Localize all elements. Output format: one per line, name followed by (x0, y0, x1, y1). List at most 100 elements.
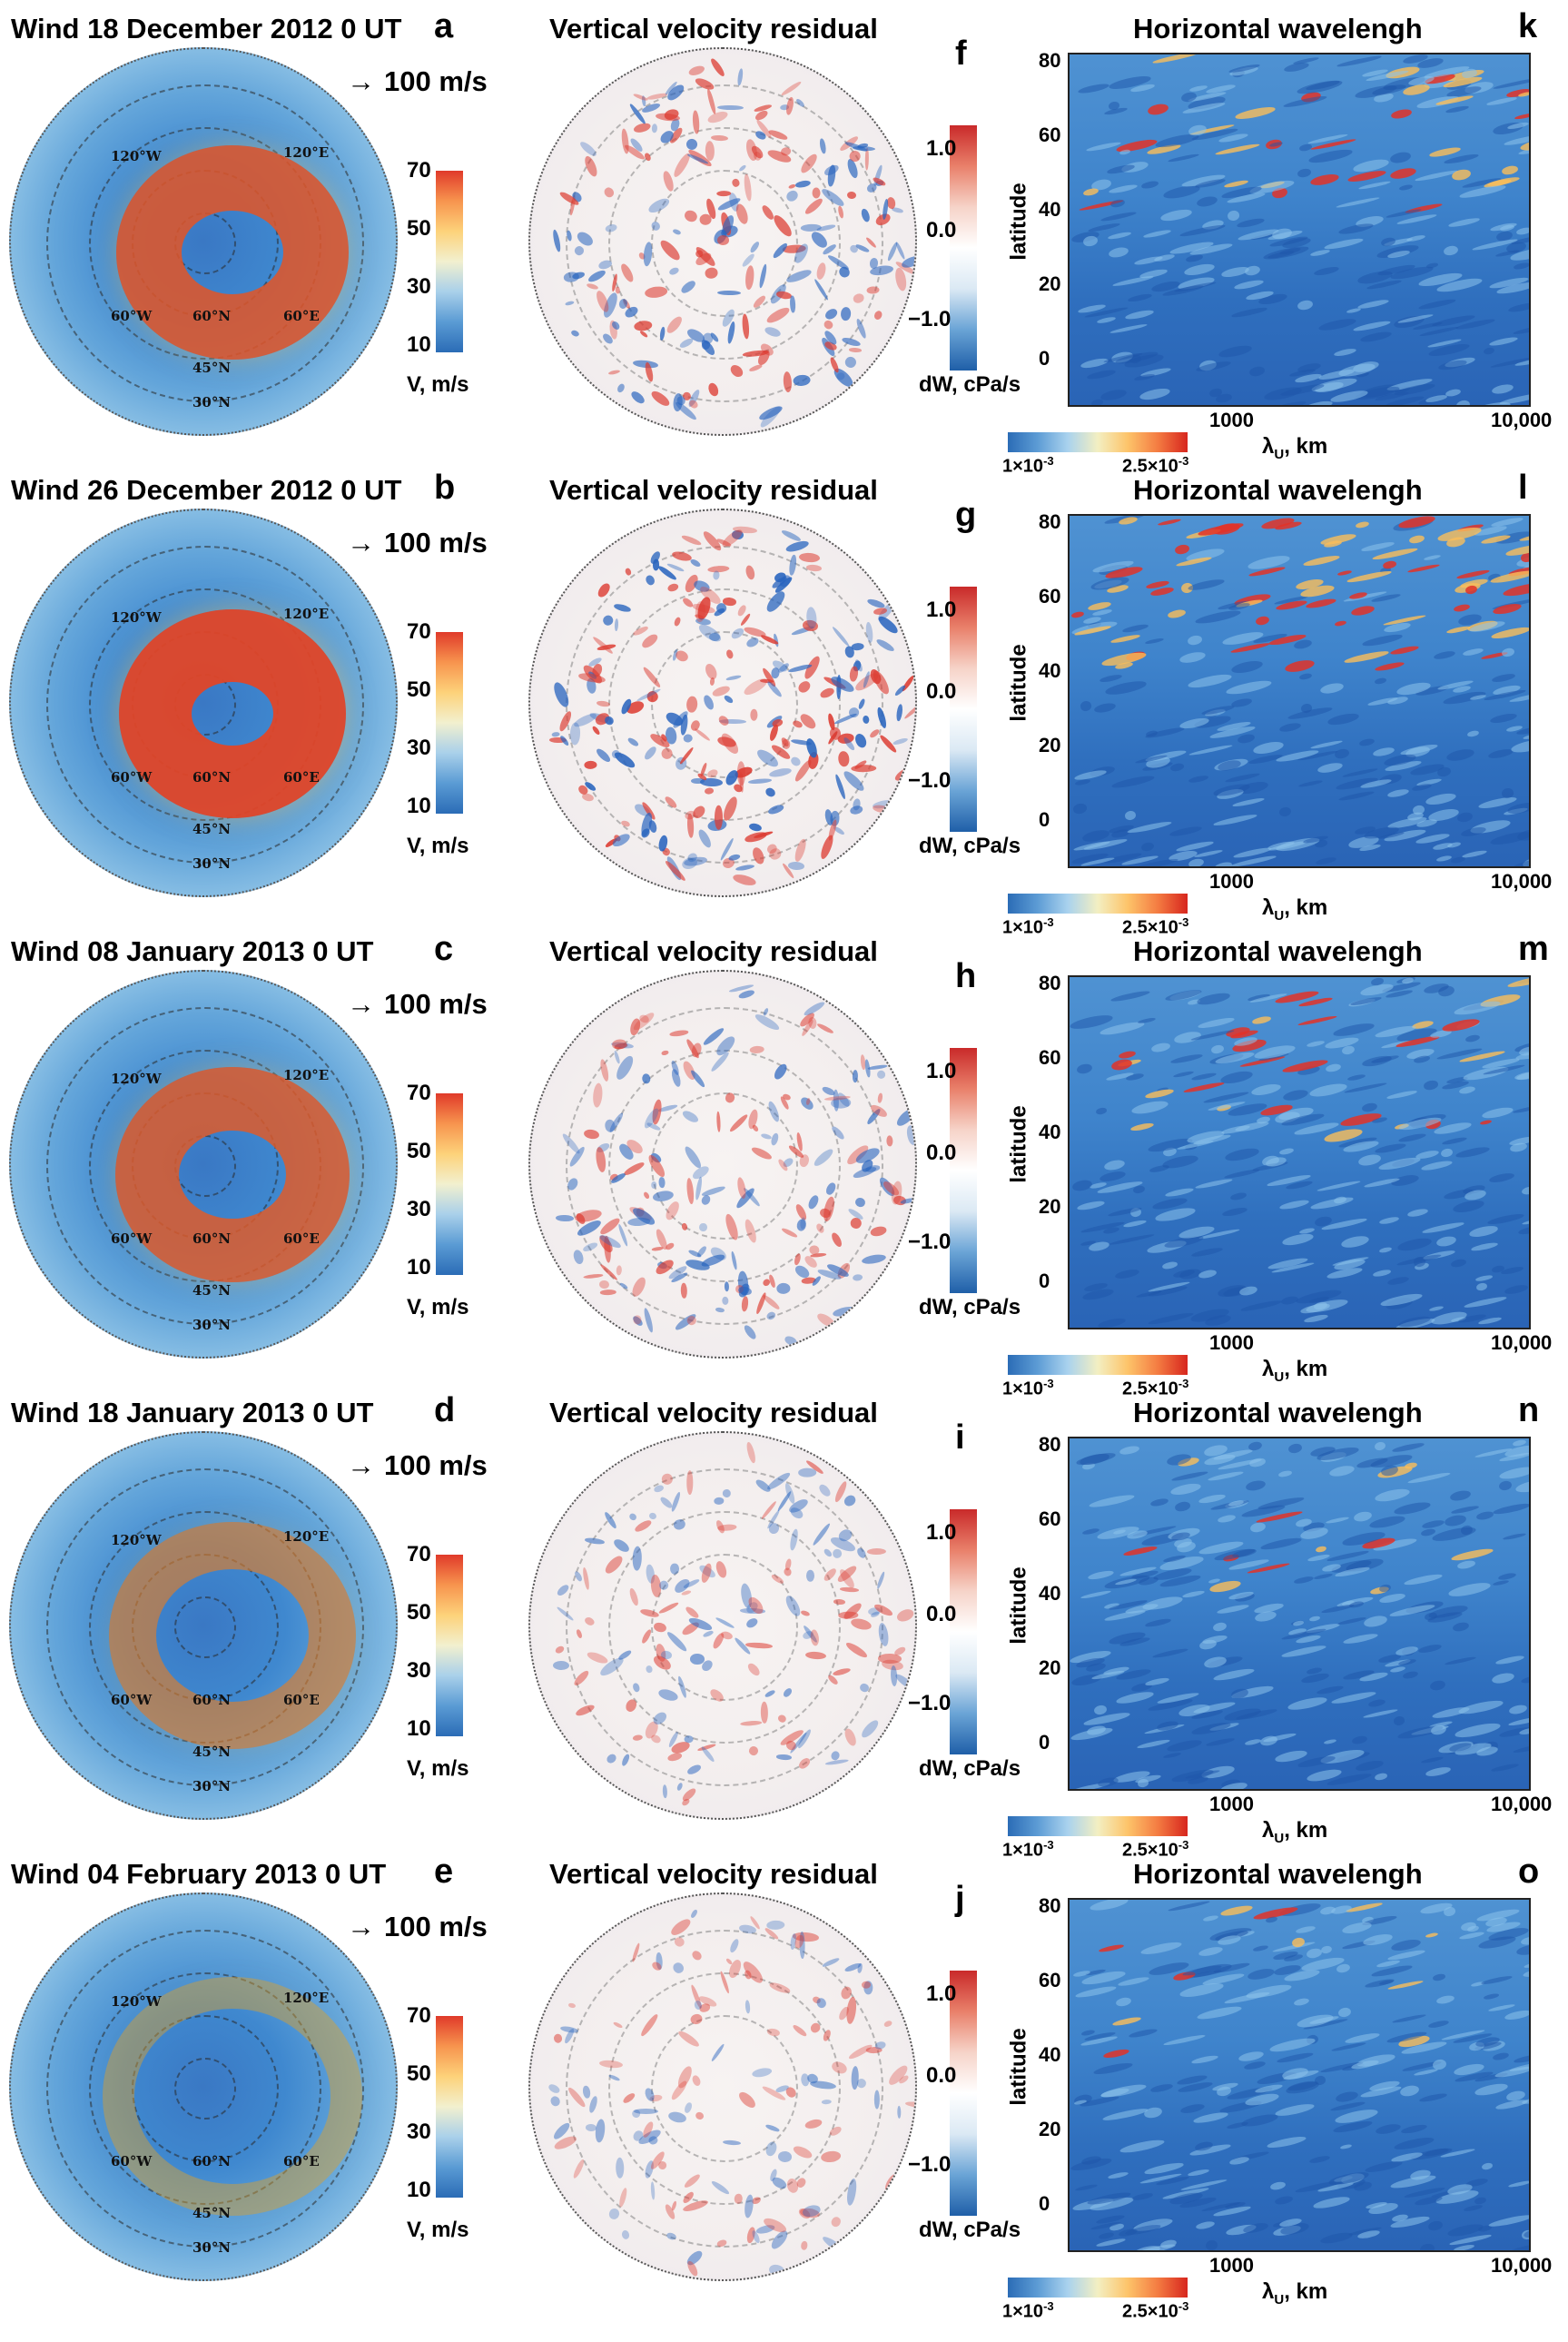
wave-blob (619, 1753, 631, 1768)
wave-streak (1178, 650, 1208, 666)
wind-colorbar (436, 2016, 463, 2198)
wave-blob (815, 1023, 834, 1035)
wave-streak (1463, 2203, 1484, 2213)
wave-streak (1076, 1199, 1106, 1212)
wave-streak (1340, 1234, 1371, 1250)
wave-streak (1138, 386, 1171, 402)
wave-streak (1504, 2241, 1529, 2250)
wave-streak (1104, 678, 1148, 697)
wave-blob (687, 399, 699, 410)
y-tick: 80 (1039, 510, 1061, 533)
wave-streak (1429, 1305, 1445, 1313)
wave-streak (1491, 1762, 1520, 1773)
y-axis-label: latitude (1006, 1566, 1031, 1645)
wave-blob (691, 777, 705, 785)
wave-streak (1334, 619, 1347, 627)
wave-blob (783, 1334, 798, 1349)
wave-streak (1312, 2194, 1351, 2210)
wave-streak (1164, 1186, 1195, 1199)
colorbar-tick: 30 (407, 2120, 431, 2144)
wind-title: Wind 04 February 2013 0 UT (11, 1858, 387, 1890)
wave-streak (1266, 2134, 1307, 2150)
wave-streak (1378, 1583, 1393, 1594)
wave-streak (1329, 388, 1369, 404)
map-label: 60°W (111, 769, 153, 786)
wave-streak (1453, 998, 1502, 1017)
colorbar-tick: 1.0 (926, 1981, 957, 2006)
wind-map: 60°N 45°N 30°N 120°W 120°E 60°E 60°W (9, 1431, 398, 1820)
wave-streak (1308, 172, 1339, 188)
wave-streak (1126, 820, 1173, 835)
wave-streak (1162, 1751, 1182, 1759)
colorbar-tick: −1.0 (908, 2152, 952, 2177)
lambda-unit: , km (1284, 1357, 1328, 1381)
wind-scale-arrow: → 100 m/s (347, 65, 488, 98)
wave-streak (1333, 347, 1357, 358)
wave-blob (599, 1280, 610, 1290)
wave-streak (1144, 1617, 1172, 1628)
wind-colorbar (436, 1093, 463, 1275)
wave-streak (1133, 372, 1155, 382)
wave-streak (1272, 399, 1307, 405)
x-axis-label: λU, km (1262, 434, 1327, 462)
wavelength-colorbar (1008, 894, 1188, 914)
wave-streak (1392, 1441, 1425, 1454)
wave-streak (1230, 305, 1268, 319)
wave-streak (1233, 279, 1265, 292)
wave-streak (1464, 1294, 1508, 1309)
wave-streak (1198, 1945, 1224, 1959)
lambda-sub: U (1274, 1830, 1285, 1846)
wave-streak (1214, 860, 1233, 866)
wave-blob (571, 2158, 586, 2179)
x-tick: 10,000 (1491, 1793, 1553, 1815)
wave-streak (1212, 813, 1257, 828)
wave-streak (1507, 2179, 1529, 2189)
wind-scale-arrow: → 100 m/s (347, 527, 488, 559)
colorbar-unit: dW, cPa/s (919, 1756, 1021, 1781)
map-label: 30°N (192, 1778, 232, 1794)
map-label: 60°N (192, 769, 232, 786)
y-tick: 60 (1039, 585, 1061, 608)
arrow-icon: → (347, 1449, 375, 1481)
x-axis-label: λU, km (1262, 1357, 1327, 1385)
y-tick: 60 (1039, 1507, 1061, 1530)
wave-streak (1215, 142, 1260, 157)
wave-streak (1144, 637, 1164, 646)
wave-streak (1363, 1708, 1399, 1720)
wave-streak (1102, 2106, 1149, 2123)
wave-streak (1265, 1915, 1277, 1924)
wave-streak (1280, 1231, 1314, 1249)
wave-blob (843, 354, 859, 371)
wave-streak (1386, 1089, 1418, 1100)
wave-streak (1274, 2101, 1316, 2119)
heatmap-title: Horizontal wavelengh (1133, 13, 1423, 44)
wave-streak (1093, 1704, 1109, 1715)
lambda: λ (1262, 434, 1275, 459)
wave-streak (1150, 1042, 1172, 1054)
wave-streak (1297, 1014, 1337, 1028)
wave-streak (1335, 2090, 1360, 2104)
wave-streak (1130, 1098, 1169, 1117)
wind-scale-arrow: → 100 m/s (347, 1911, 488, 1943)
wave-streak (1103, 106, 1129, 117)
latitude-ring (45, 1467, 365, 1787)
wave-streak (1445, 624, 1471, 635)
wave-streak (1452, 1621, 1470, 1634)
dw-colorbar (950, 1048, 977, 1293)
y-tick: 40 (1039, 1121, 1061, 1143)
wave-streak (1210, 1043, 1225, 1055)
wave-streak (1306, 1039, 1326, 1048)
wave-streak (1378, 1591, 1405, 1605)
cmax: 2.5×10 (1122, 2301, 1178, 2322)
wave-streak (1330, 1903, 1353, 1916)
cmin: 1×10 (1002, 2301, 1044, 2322)
wave-streak (1159, 207, 1193, 222)
wave-streak (1360, 540, 1395, 553)
wave-streak (1449, 1489, 1473, 1503)
wave-blob (634, 2108, 659, 2114)
wave-blob (821, 2234, 847, 2256)
wave-blob (651, 123, 658, 133)
wave-streak (1411, 783, 1433, 793)
wave-blob (866, 285, 880, 294)
wave-streak (1488, 1171, 1515, 1184)
